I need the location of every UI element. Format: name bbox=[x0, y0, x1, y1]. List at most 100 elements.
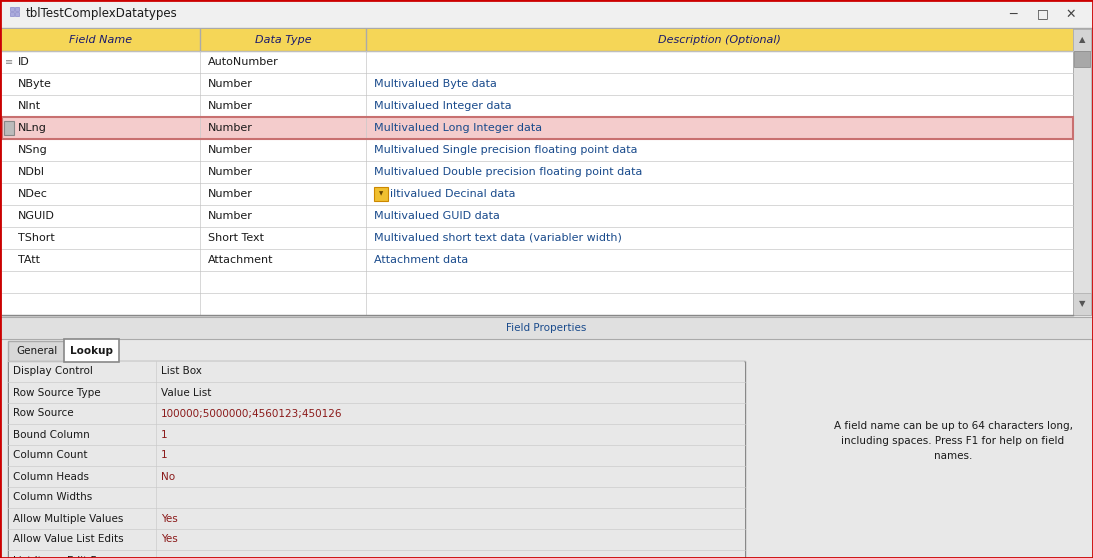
Text: General: General bbox=[16, 346, 58, 356]
Text: Data Type: Data Type bbox=[255, 35, 312, 45]
Bar bbox=[9, 361, 744, 382]
Bar bbox=[10, 7, 14, 11]
Text: Multivalued short text data (variabler width): Multivalued short text data (variabler w… bbox=[374, 233, 622, 243]
Text: Multivalued Single precision floating point data: Multivalued Single precision floating po… bbox=[374, 145, 637, 155]
Bar bbox=[9, 550, 744, 558]
Text: Multivalued Long Integer data: Multivalued Long Integer data bbox=[374, 123, 542, 133]
Text: ≡: ≡ bbox=[5, 57, 13, 67]
Bar bbox=[15, 7, 19, 11]
Text: Bound Column: Bound Column bbox=[13, 430, 90, 440]
Bar bbox=[2, 139, 1073, 161]
Text: Attachment data: Attachment data bbox=[374, 255, 468, 265]
Text: Allow Multiple Values: Allow Multiple Values bbox=[13, 513, 124, 523]
Bar bbox=[2, 73, 1073, 95]
Bar bbox=[9, 487, 744, 508]
Bar bbox=[2, 183, 1073, 205]
Text: Row Source: Row Source bbox=[13, 408, 73, 418]
Text: 1: 1 bbox=[161, 430, 167, 440]
Text: Number: Number bbox=[208, 189, 252, 199]
Text: List Items Edit Form: List Items Edit Form bbox=[13, 556, 117, 558]
Bar bbox=[9, 424, 744, 445]
Bar bbox=[1074, 51, 1090, 67]
Text: Number: Number bbox=[208, 211, 252, 221]
Bar bbox=[4, 121, 14, 135]
Bar bbox=[8, 341, 66, 361]
Bar bbox=[9, 508, 744, 529]
Text: Number: Number bbox=[208, 145, 252, 155]
Text: Yes: Yes bbox=[161, 513, 178, 523]
Text: NByte: NByte bbox=[17, 79, 51, 89]
Text: NDbl: NDbl bbox=[17, 167, 45, 177]
Text: 100000;5000000;4560123;450126: 100000;5000000;4560123;450126 bbox=[161, 408, 342, 418]
Bar bbox=[374, 187, 388, 201]
Text: ▲: ▲ bbox=[1079, 36, 1085, 45]
Bar bbox=[9, 445, 744, 466]
Text: □: □ bbox=[1037, 7, 1049, 21]
Text: NGUID: NGUID bbox=[17, 211, 55, 221]
Bar bbox=[2, 117, 1073, 139]
Text: ✕: ✕ bbox=[1066, 7, 1077, 21]
Text: Multivalued Integer data: Multivalued Integer data bbox=[374, 101, 512, 111]
Text: Number: Number bbox=[208, 101, 252, 111]
Bar bbox=[2, 161, 1073, 183]
Text: tblTestComplexDatatypes: tblTestComplexDatatypes bbox=[26, 7, 178, 21]
Bar bbox=[8, 361, 745, 558]
Text: ─: ─ bbox=[1009, 7, 1016, 21]
Text: Field Name: Field Name bbox=[70, 35, 132, 45]
Bar bbox=[2, 117, 1073, 139]
Text: Field Properties: Field Properties bbox=[506, 323, 587, 333]
Bar bbox=[1073, 29, 1091, 315]
Text: ▼: ▼ bbox=[379, 191, 384, 196]
Text: AutoNumber: AutoNumber bbox=[208, 57, 279, 67]
Bar bbox=[2, 271, 1073, 293]
Text: Description (Optional): Description (Optional) bbox=[658, 35, 780, 45]
Text: Multivalued Double precision floating point data: Multivalued Double precision floating po… bbox=[374, 167, 643, 177]
Text: ID: ID bbox=[17, 57, 30, 67]
Text: List Box: List Box bbox=[161, 367, 202, 377]
Bar bbox=[0, 317, 1093, 339]
Bar bbox=[2, 29, 1073, 51]
Text: Row Source Type: Row Source Type bbox=[13, 387, 101, 397]
Bar bbox=[15, 12, 19, 16]
Bar bbox=[9, 382, 744, 403]
Text: Number: Number bbox=[208, 123, 252, 133]
Bar bbox=[9, 466, 744, 487]
Text: NSng: NSng bbox=[17, 145, 48, 155]
Text: Number: Number bbox=[208, 79, 252, 89]
Text: Lookup: Lookup bbox=[70, 346, 113, 356]
Text: TAtt: TAtt bbox=[17, 255, 40, 265]
Text: NDec: NDec bbox=[17, 189, 48, 199]
Bar bbox=[9, 403, 744, 424]
Text: Multivalued Byte data: Multivalued Byte data bbox=[374, 79, 497, 89]
Text: Short Text: Short Text bbox=[208, 233, 265, 243]
Bar bbox=[2, 51, 1073, 73]
Text: Multivalued GUID data: Multivalued GUID data bbox=[374, 211, 500, 221]
Text: TShort: TShort bbox=[17, 233, 55, 243]
Text: ▼: ▼ bbox=[1079, 300, 1085, 309]
Text: A field name can be up to 64 characters long,
including spaces. Press F1 for hel: A field name can be up to 64 characters … bbox=[834, 421, 1072, 461]
Text: Value List: Value List bbox=[161, 387, 211, 397]
Text: iltivalued Decinal data: iltivalued Decinal data bbox=[390, 189, 516, 199]
Text: NInt: NInt bbox=[17, 101, 42, 111]
Text: 1: 1 bbox=[161, 450, 167, 460]
Text: Yes: Yes bbox=[161, 535, 178, 545]
Bar bbox=[1073, 293, 1091, 315]
Bar bbox=[2, 293, 1073, 315]
Text: Column Heads: Column Heads bbox=[13, 472, 89, 482]
Text: Column Count: Column Count bbox=[13, 450, 87, 460]
Bar bbox=[2, 95, 1073, 117]
Text: Number: Number bbox=[208, 167, 252, 177]
Bar bbox=[0, 0, 1093, 28]
Bar bbox=[2, 249, 1073, 271]
Text: Display Control: Display Control bbox=[13, 367, 93, 377]
Bar bbox=[9, 529, 744, 550]
Bar bbox=[1073, 29, 1091, 51]
Text: No: No bbox=[161, 472, 175, 482]
Bar bbox=[2, 205, 1073, 227]
Bar bbox=[2, 29, 1073, 315]
Bar bbox=[64, 339, 119, 362]
Text: Attachment: Attachment bbox=[208, 255, 273, 265]
Bar bbox=[2, 227, 1073, 249]
Text: NLng: NLng bbox=[17, 123, 47, 133]
Text: Column Widths: Column Widths bbox=[13, 493, 92, 503]
